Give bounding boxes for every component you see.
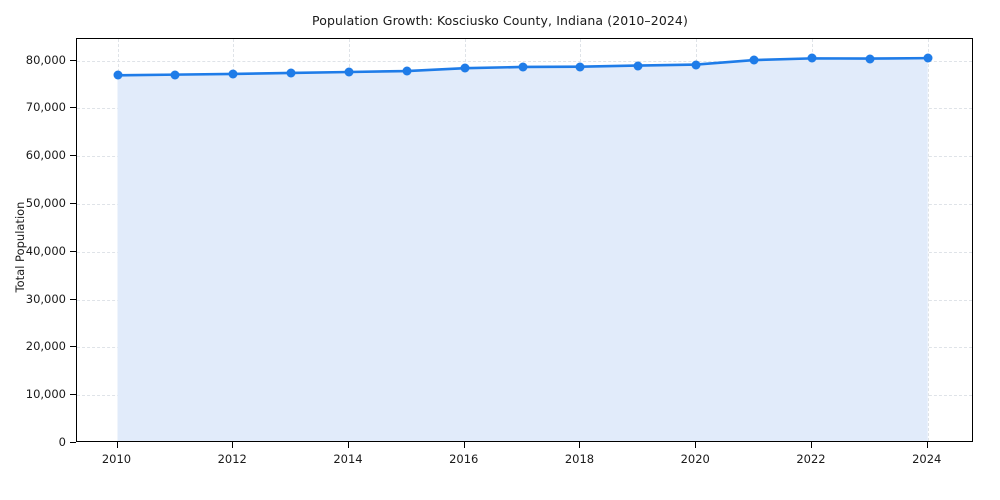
data-point-marker (633, 61, 643, 71)
x-axis-tick-mark (347, 442, 349, 448)
data-point-marker (286, 68, 296, 78)
data-point-marker (518, 62, 528, 72)
y-axis-tick-label: 40,000 (25, 243, 66, 258)
data-point-marker (575, 62, 585, 72)
plot-area (76, 38, 973, 442)
x-axis-tick-mark (463, 442, 465, 448)
y-axis-tick-label: 20,000 (25, 339, 66, 354)
x-axis-tick-label: 2010 (101, 452, 132, 466)
x-axis-tick-mark (926, 442, 928, 448)
data-point-marker (402, 66, 412, 76)
y-axis-tick-mark (70, 298, 76, 300)
x-axis-tick-label: 2022 (796, 452, 826, 466)
area-fill (117, 58, 928, 441)
y-axis-tick-labels: 0 10,000 20,000 30,000 40,000 50,000 60,000 70,… (0, 0, 66, 500)
y-axis-tick-label: 10,000 (25, 387, 66, 402)
y-axis-tick-mark (70, 442, 76, 443)
x-axis-tick-mark (232, 442, 234, 448)
y-axis-tick-mark (70, 155, 76, 157)
y-axis-tick-label: 80,000 (25, 52, 66, 67)
data-point-marker (170, 70, 180, 80)
y-axis-tick-mark (70, 202, 76, 204)
y-axis-tick-label: 60,000 (25, 148, 66, 163)
x-axis-tick-label: 2018 (564, 452, 595, 466)
y-axis-tick-label: 30,000 (25, 291, 66, 306)
data-point-marker (460, 63, 470, 73)
x-axis-tick-label: 2024 (912, 452, 942, 466)
y-axis-tick-label: 50,000 (25, 195, 66, 210)
data-point-marker (344, 67, 354, 77)
x-axis-tick-mark (579, 442, 581, 448)
x-axis-tick-mark (810, 442, 812, 448)
data-point-marker (113, 70, 122, 80)
data-point-marker (691, 60, 701, 70)
y-axis-tick-label: 70,000 (25, 100, 66, 115)
x-axis-tick-mark (695, 442, 697, 448)
y-axis-tick-mark (70, 59, 76, 61)
y-axis-tick-mark (70, 250, 76, 252)
x-axis-tick-label: 2020 (680, 452, 710, 466)
line-series-layer (77, 39, 972, 441)
x-axis-tick-mark (116, 442, 118, 448)
x-axis-tick-label: 2012 (217, 452, 247, 466)
data-point-marker (865, 54, 875, 64)
chart-title: Population Growth: Kosciusko County, Ind… (312, 13, 688, 28)
data-point-marker (228, 69, 238, 79)
y-axis-tick-label: 0 (58, 435, 66, 449)
x-axis-tick-label: 2016 (449, 452, 479, 466)
y-axis-tick-mark (70, 107, 76, 109)
y-axis-tick-mark (70, 394, 76, 396)
x-axis-tick-label: 2014 (333, 452, 363, 466)
data-point-marker (923, 53, 933, 63)
data-point-marker (807, 53, 817, 63)
data-point-marker (749, 55, 759, 65)
y-axis-tick-mark (70, 346, 76, 348)
